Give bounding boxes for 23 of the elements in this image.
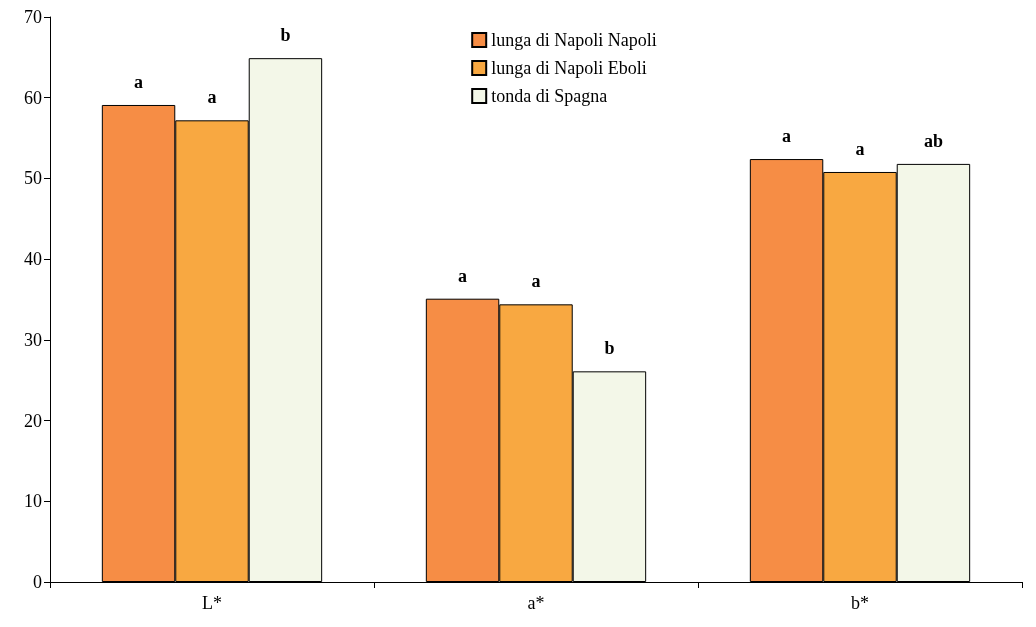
data-label: a (134, 71, 144, 92)
data-label: b (604, 338, 615, 359)
y-tick-label: 60 (24, 87, 42, 108)
data-label: a (782, 126, 792, 147)
data-label: a (458, 265, 468, 286)
x-tick-label: b* (851, 593, 869, 613)
legend-label: tonda di Spagna (491, 86, 608, 106)
x-tick-label: L* (202, 593, 222, 613)
data-label: a (531, 271, 541, 292)
y-tick-label: 50 (24, 168, 42, 189)
y-tick-label: 0 (33, 572, 42, 592)
y-tick-label: 30 (24, 329, 42, 350)
data-label: a (207, 87, 217, 108)
y-tick-label: 70 (24, 7, 42, 27)
data-label: ab (923, 130, 943, 151)
legend-label: lunga di Napoli Napoli (491, 30, 657, 50)
y-tick-label: 40 (24, 249, 42, 270)
y-tick-label: 10 (24, 491, 42, 512)
data-label: b (280, 25, 291, 46)
x-tick-label: a* (527, 593, 545, 613)
data-label: a (855, 138, 865, 159)
legend-label: lunga di Napoli Eboli (491, 58, 647, 78)
y-tick-label: 20 (24, 410, 42, 431)
